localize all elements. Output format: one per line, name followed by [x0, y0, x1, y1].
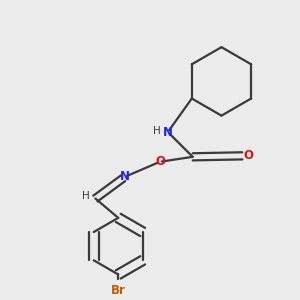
Text: H: H: [153, 125, 160, 136]
Text: Br: Br: [111, 284, 126, 297]
Text: O: O: [155, 155, 165, 168]
Text: N: N: [163, 125, 173, 139]
Text: H: H: [82, 190, 89, 200]
Text: N: N: [120, 170, 130, 183]
Text: O: O: [244, 149, 254, 162]
